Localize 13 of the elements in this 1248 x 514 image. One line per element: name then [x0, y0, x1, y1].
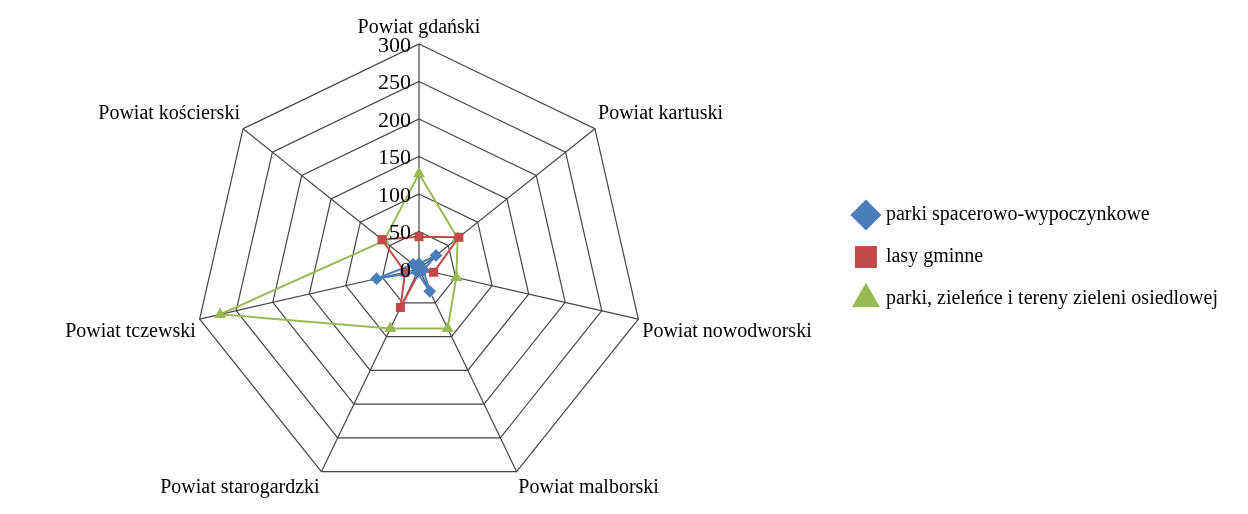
spoke-label: Powiat gdański	[357, 15, 481, 39]
legend-label: parki spacerowo-wypoczynkowe	[885, 202, 1150, 226]
spoke-label: Powiat malborski	[518, 474, 660, 497]
y-tick-label: 250	[378, 69, 411, 95]
legend-label: lasy gminne	[885, 244, 984, 268]
spoke-label: Powiat kościerski	[98, 101, 241, 124]
y-tick-label: 150	[378, 144, 411, 170]
spoke-label: Powiat tczewski	[65, 319, 197, 342]
spoke-label: Powiat starogardzki	[160, 474, 321, 498]
y-tick-label: 200	[378, 106, 411, 132]
spoke-label: Powiat kartuski	[598, 101, 724, 124]
legend-label: parki, zieleńce i tereny zieleni osiedlowej	[885, 286, 1219, 310]
spoke-label: Powiat nowodworski	[642, 319, 813, 342]
